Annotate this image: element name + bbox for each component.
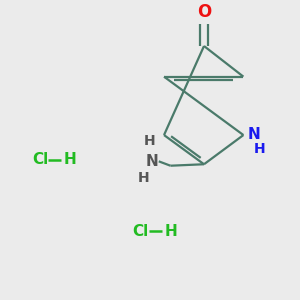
Text: O: O [197, 3, 211, 21]
Text: H: H [64, 152, 76, 167]
Text: H: H [253, 142, 265, 156]
Text: N: N [248, 127, 261, 142]
Text: Cl: Cl [133, 224, 149, 239]
Text: H: H [138, 171, 149, 185]
Text: Cl: Cl [32, 152, 48, 167]
Text: N: N [146, 154, 159, 169]
Text: H: H [144, 134, 156, 148]
Text: H: H [165, 224, 177, 239]
